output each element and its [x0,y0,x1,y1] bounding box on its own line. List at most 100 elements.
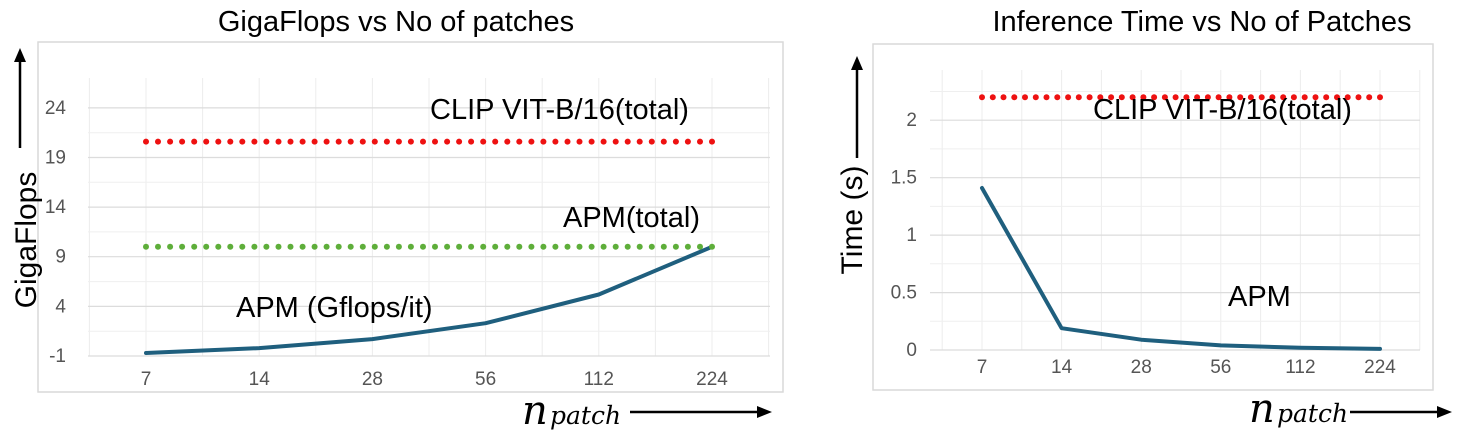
chart-gigaflops-x-ticks: 7 14 28 56 112 224 [141,369,729,390]
reference-dot [1247,94,1254,101]
chart-inference-time-frame [872,43,1434,391]
reference-dot [1344,94,1351,101]
reference-dot [323,138,330,145]
reference-dot [624,243,631,250]
annotation-apm-total: APM(total) [563,202,700,234]
reference-dot [1129,94,1136,101]
reference-dot [287,138,294,145]
reference-dot [672,243,679,250]
reference-dot [528,243,535,250]
x-tick-label: 56 [1210,357,1231,378]
reference-dot [311,243,318,250]
reference-dot [239,243,246,250]
reference-dot [1258,94,1265,101]
x-tick-label: 112 [584,369,614,390]
reference-dot [576,138,583,145]
chart-gigaflops-y-ticks: -1 4 9 14 19 24 [45,98,67,367]
reference-dot [492,138,499,145]
reference-dot [709,138,715,145]
chart-gigaflops-grid [88,78,770,357]
reference-dot [1140,94,1147,101]
annotation-apm-time: APM [1228,281,1291,313]
reference-dot [1032,94,1039,101]
reference-dot [1323,94,1330,101]
reference-dot [383,243,390,250]
reference-dot [588,243,595,250]
reference-dot [697,138,703,145]
reference-dot [504,138,511,145]
reference-dot [1355,94,1362,101]
reference-dot [191,243,198,250]
reference-dot [407,138,414,145]
reference-dot [1161,94,1168,101]
reference-dot [383,138,390,145]
reference-dot [612,138,619,145]
reference-dot [1075,94,1082,101]
reference-dot [155,243,161,250]
reference-dot [636,138,643,145]
chart-inference-time-y-label: Time (s) [836,166,869,275]
reference-dot [624,138,631,145]
reference-dot [395,243,402,250]
reference-dot [335,243,342,250]
reference-dot [1280,94,1287,101]
chart-inference-time-grid [930,70,1421,351]
reference-dot [1290,94,1297,101]
reference-dot [444,138,451,145]
dotted-reference-line [143,138,715,145]
reference-dot [143,243,149,250]
reference-dot [359,138,366,145]
reference-dot [612,243,619,250]
reference-dot [989,94,996,101]
x-tick-label: 28 [1131,357,1152,378]
reference-dot [709,243,715,250]
reference-dot [636,243,643,250]
reference-dot [323,243,330,250]
reference-dot [648,138,655,145]
reference-dot [1183,94,1190,101]
reference-dot [564,138,571,145]
y-tick-label: 1 [906,225,917,246]
chart-inference-time-title: Inference Time vs No of Patches [992,6,1411,38]
reference-dot [251,243,258,250]
reference-dot [407,243,414,250]
reference-dot [1000,94,1007,101]
reference-dot [684,243,691,250]
reference-dot [600,243,607,250]
reference-dot [1097,94,1104,101]
x-label-subscript-time: patch [1277,399,1348,428]
reference-dot [395,138,402,145]
reference-dot [275,138,282,145]
y-tick-label: 0 [906,340,917,361]
dotted-reference-line [979,94,1383,101]
reference-dot [239,138,246,145]
x-tick-label: 56 [475,369,496,390]
reference-dot [287,243,294,250]
reference-dot [203,243,210,250]
reference-dot [420,243,426,250]
chart-inference-time-y-arrow [851,56,863,158]
reference-dot [480,243,487,250]
reference-dot [299,138,306,145]
reference-dot [215,243,222,250]
x-tick-label: 14 [1051,357,1073,378]
reference-dot [1065,94,1072,101]
reference-dot [540,138,547,145]
x-tick-label: 224 [696,369,728,390]
x-label-symbol: n [522,388,548,430]
reference-dot [468,138,475,145]
x-tick-label: 7 [977,357,988,378]
reference-dot [540,243,547,250]
y-tick-label: 19 [45,148,66,169]
chart-gigaflops: GigaFlops vs No of patches -1 4 9 14 19 24 7 1… [10,6,784,434]
reference-dot [1108,94,1115,101]
reference-dot [576,243,583,250]
annotation-clip-total-time: CLIP VIT-B/16(total) [1093,94,1352,126]
reference-dot [167,243,174,250]
reference-dot [552,138,559,145]
reference-dot [979,94,985,101]
reference-dot [203,138,210,145]
chart-inference-time-series [979,94,1383,351]
reference-dot [179,138,186,145]
